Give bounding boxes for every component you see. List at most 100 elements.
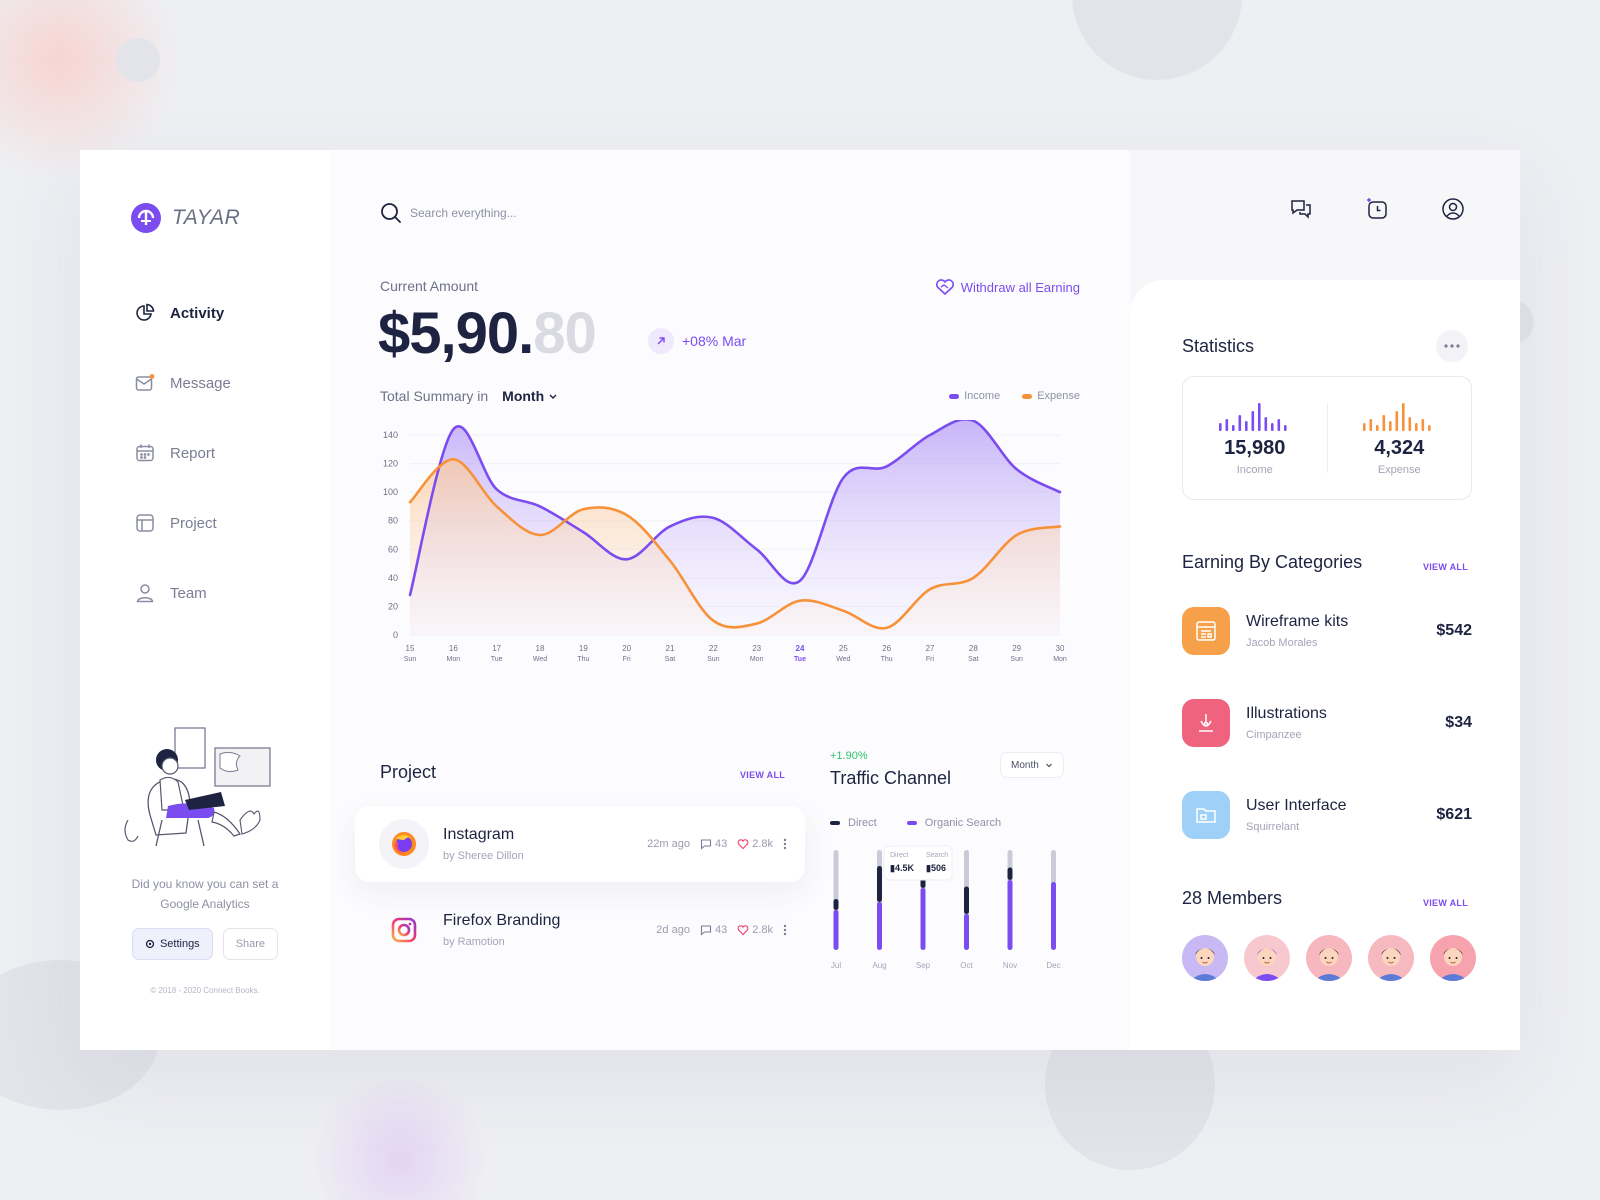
traffic-bar-direct[interactable] [833,899,839,910]
traffic-bar-direct[interactable] [964,886,969,915]
period-dropdown[interactable]: Month [502,388,558,404]
earning-info: Wireframe kits Jacob Morales [1246,613,1348,649]
sidebar-item-team[interactable]: Team [134,558,231,628]
project-meta: 2d ago 43 2.8k [656,924,787,936]
more-vertical-icon[interactable] [783,838,787,850]
logo[interactable]: TAYAR [130,202,240,234]
pen-tool-icon [1182,699,1230,747]
comment-count: 43 [714,924,728,936]
y-tick-label: 60 [388,544,398,554]
amount-main: $5,90. [378,301,534,366]
avatar-face-icon [1376,948,1406,981]
more-horizontal-icon[interactable] [1436,330,1468,362]
mail-icon [134,372,156,394]
tooltip-direct-value: ▮4.5K [890,863,914,873]
stat-divider [1326,403,1328,473]
member-avatar[interactable] [1244,935,1290,981]
profile-avatar-icon[interactable] [1440,196,1466,222]
earning-row[interactable]: Illustrations Cimpanzee $34 [1182,698,1472,748]
more-vertical-icon[interactable] [783,924,787,936]
x-tick-label: 24 [796,644,805,653]
instagram-icon [379,905,429,955]
summary-chart: 0 20 40 60 80 100 120 140 15 Sun 16 Mon 17 Tue 18 Wed 19… [383,420,1067,663]
traffic-bar-direct[interactable] [1007,867,1013,881]
x-tick-label: 21 [666,644,675,653]
sidebar-item-project[interactable]: Project [134,488,231,558]
earnings-view-all[interactable]: VIEW ALL [1422,562,1468,572]
sidebar-item-activity[interactable]: Activity [134,278,231,348]
x-tick-label: 23 [752,644,761,653]
traffic-tooltip: Direct Search ▮4.5K ▮506 [883,845,953,881]
header-actions [1288,196,1466,222]
withdraw-button[interactable]: Withdraw all Earning [935,278,1080,296]
member-avatar[interactable] [1306,935,1352,981]
spark-bar [1257,402,1261,431]
right-panel: Statistics 15,980 Income 4,324 Expense E… [1130,150,1520,1050]
sidebar-item-message[interactable]: Message [134,348,231,418]
user-icon [134,582,156,604]
traffic-bar-organic[interactable] [833,910,839,950]
copyright: © 2018 - 2020 Connect Books. [150,986,260,995]
project-time: 22m ago [647,838,690,850]
x-tick-label: 15 [406,644,415,653]
earning-row[interactable]: Wireframe kits Jacob Morales $542 [1182,606,1472,656]
traffic-month-label: Oct [960,961,973,970]
chat-icon[interactable] [1288,196,1314,222]
members-view-all[interactable]: VIEW ALL [1422,898,1468,908]
earning-row[interactable]: User Interface Squirrelant $621 [1182,790,1472,840]
chevron-down-icon [549,394,557,399]
legend-expense-swatch [1022,393,1033,399]
earning-author: Squirrelant [1246,821,1300,833]
legend-organic: Organic Search [906,817,1002,829]
settings-button[interactable]: Settings [131,928,213,960]
x-tick-label: 22 [709,644,718,653]
layout-icon [1182,607,1230,655]
traffic-bar-organic[interactable] [920,888,926,950]
sidebar-item-label: Project [170,514,217,532]
earning-author: Jacob Morales [1246,637,1318,649]
promo-text: Did you know you can set a Google Analyt… [131,877,279,911]
legend-income-swatch [949,393,960,399]
x-tick-sublabel: Sat [968,656,979,663]
x-tick-label: 28 [969,644,978,653]
search-bar[interactable]: Search everything... [380,202,517,224]
chart-legend: Income Expense [949,390,1080,402]
project-likes: 2.8k [737,838,773,850]
spark-bar [1363,422,1366,431]
project-view-all[interactable]: VIEW ALL [740,770,786,780]
legend-organic-label: Organic Search [924,817,1002,829]
project-row[interactable]: Firefox Branding by Ramotion 2d ago 43 2… [355,892,805,968]
x-tick-sublabel: Mon [447,656,461,663]
traffic-bar-organic[interactable] [1051,882,1056,950]
traffic-bar-direct[interactable] [877,866,882,902]
firefox-icon [379,819,429,869]
x-tick-sublabel: Thu [881,656,893,663]
spark-bar [1270,422,1274,431]
member-avatar[interactable] [1182,935,1228,981]
project-comments: 43 [700,838,727,850]
sidebar-item-report[interactable]: Report [134,418,231,488]
project-row[interactable]: Instagram by Sheree Dillon 22m ago 43 2.… [355,806,805,882]
x-tick-sublabel: Sun [1010,656,1023,663]
member-avatar[interactable] [1430,935,1476,981]
share-button[interactable]: Share [222,928,279,960]
avatar-face-icon [1190,948,1220,981]
traffic-bar-organic[interactable] [1007,880,1013,950]
logo-icon [131,203,161,233]
search-icon [381,203,401,223]
traffic-bar-organic[interactable] [877,902,882,950]
x-tick-label: 27 [926,644,935,653]
clock-icon[interactable] [1364,196,1390,222]
earnings-title: Earning By Categories [1182,552,1363,572]
stats-card: Statistics 15,980 Income 4,324 Expense E… [1130,280,1520,1050]
spark-bar [1264,416,1267,431]
member-avatar[interactable] [1368,935,1414,981]
x-tick-sublabel: Sat [665,656,676,663]
y-tick-label: 120 [383,459,398,469]
traffic-bar-organic[interactable] [964,914,969,950]
line-income [408,420,1062,597]
legend-direct-swatch [830,821,840,826]
traffic-growth: +1.90% [830,750,868,762]
traffic-period-dropdown[interactable]: Month [1000,752,1064,778]
search-input[interactable]: Search everything... [410,206,517,220]
